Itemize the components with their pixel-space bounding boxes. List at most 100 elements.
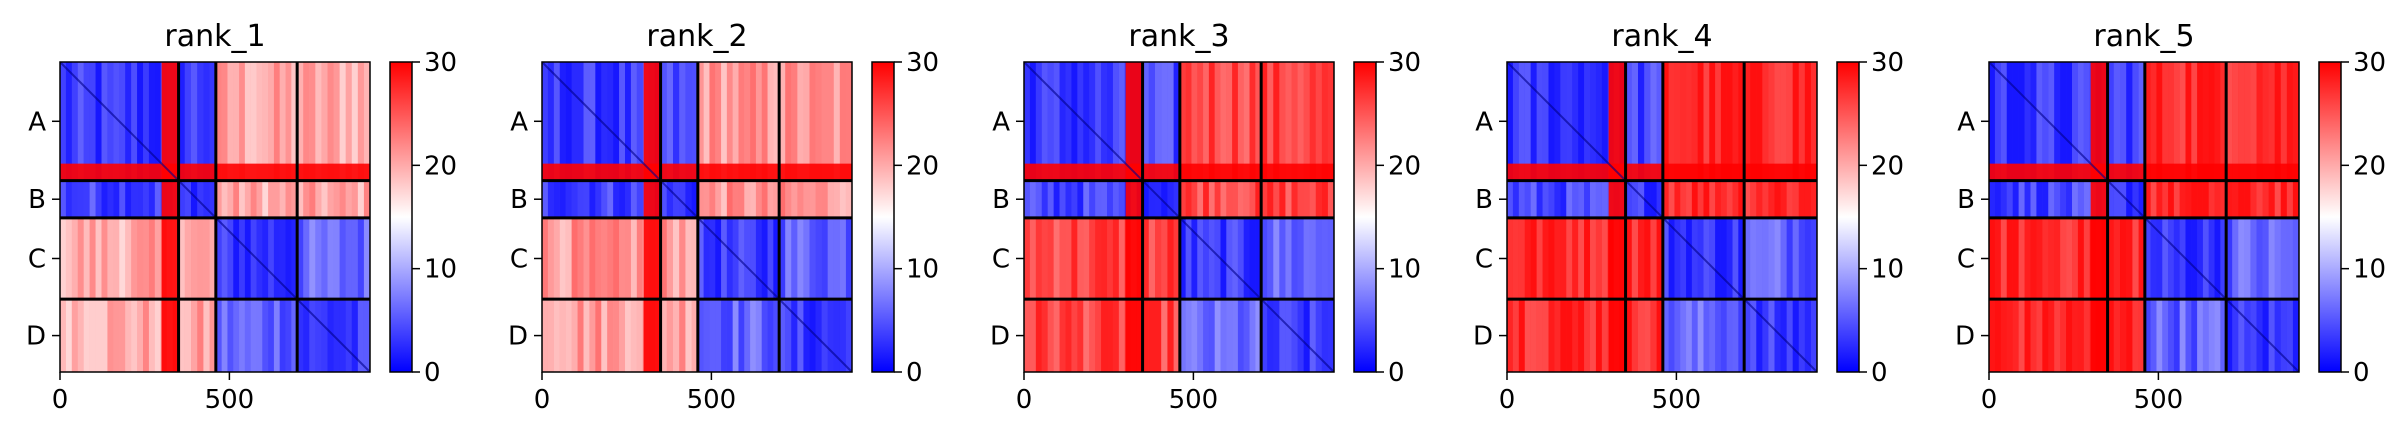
heatmap-cell xyxy=(1548,62,1555,181)
heatmap-cell xyxy=(233,299,240,372)
heatmap-cell xyxy=(613,299,620,372)
heatmap-cell xyxy=(1756,299,1763,372)
heatmap-cell xyxy=(1786,180,1793,218)
heatmap-cell xyxy=(761,217,768,300)
heatmap-cell xyxy=(1650,62,1657,181)
colorbar xyxy=(1353,61,1377,373)
heatmap-cell xyxy=(184,62,192,181)
heatmap-cell xyxy=(2238,180,2245,218)
heatmap-cell xyxy=(1703,62,1710,181)
heatmap-cell xyxy=(715,62,722,181)
heatmap-cell xyxy=(2162,62,2169,181)
heatmap-cell xyxy=(738,180,745,218)
heatmap-cell xyxy=(203,62,210,181)
panel-rank_2: rank_2 A BC D 0 500 0 10 20 30 xyxy=(508,19,939,415)
heatmap-cell xyxy=(1524,217,1531,300)
heatmap-cell xyxy=(607,62,614,181)
heatmap-cell xyxy=(1226,217,1233,300)
heatmap-cell xyxy=(2179,299,2186,372)
heatmap-cell xyxy=(845,180,852,218)
heatmap-cell xyxy=(154,299,161,372)
heatmap-cell xyxy=(1024,62,1030,181)
heatmap-cell xyxy=(1792,299,1799,372)
heatmap-cell xyxy=(2274,62,2281,181)
heatmap-cell xyxy=(1774,299,1781,372)
heatmap-cell xyxy=(1780,180,1787,218)
heatmap-cell xyxy=(738,62,745,181)
heatmap-cell xyxy=(1756,217,1763,300)
heatmap-cell xyxy=(1327,299,1334,372)
heatmap-cell xyxy=(2197,299,2203,372)
heatmap-cell xyxy=(1560,180,1567,218)
heatmap-cell xyxy=(209,62,216,181)
heatmap-cell xyxy=(2126,62,2133,181)
heatmap-cell xyxy=(2138,62,2145,181)
heatmap-cell xyxy=(2150,180,2157,218)
heatmap-cell xyxy=(357,217,364,300)
panel-title: rank_2 xyxy=(646,19,747,54)
heatmap-cell xyxy=(131,299,138,372)
heatmap-cell xyxy=(1554,62,1561,181)
heatmap-cell xyxy=(148,62,155,181)
heatmap-cell xyxy=(1065,217,1072,300)
heatmap-cell xyxy=(1638,217,1645,300)
heatmap-cell xyxy=(1101,62,1108,181)
heatmap-cell xyxy=(1554,180,1561,218)
heatmap-cell xyxy=(351,299,358,372)
heatmap-cell xyxy=(1220,62,1227,181)
heatmap-cell xyxy=(1674,62,1681,181)
heatmap-cell xyxy=(1155,180,1162,218)
heatmap-cell xyxy=(148,180,155,218)
heatmap-cell xyxy=(178,299,185,372)
heatmap-cell xyxy=(1118,217,1125,300)
heatmap-cell xyxy=(125,62,132,181)
heatmap-cell xyxy=(1518,217,1525,300)
heatmap-cell xyxy=(2286,62,2293,181)
heatmap-cell xyxy=(2006,62,2013,181)
heatmap-cell xyxy=(1059,62,1066,181)
heatmap-cell xyxy=(178,62,185,181)
heatmap-cell xyxy=(60,62,66,181)
heatmap-cell xyxy=(2083,62,2090,181)
heatmap-cell xyxy=(1214,180,1221,218)
heatmap-cell xyxy=(291,217,298,300)
heatmap-cell xyxy=(1530,217,1537,300)
heatmap-cell xyxy=(2232,62,2239,181)
heatmap-cell xyxy=(1512,180,1519,218)
heatmap-cell xyxy=(363,217,370,300)
x-tick-label: 0 xyxy=(534,385,551,415)
heatmap-cell xyxy=(845,217,852,300)
heatmap-cell xyxy=(779,299,786,372)
heatmap-cell xyxy=(1071,62,1078,181)
heatmap-cell xyxy=(2066,180,2073,218)
heatmap-cell xyxy=(143,180,149,218)
heatmap-cell xyxy=(2066,299,2073,372)
heatmap-cell xyxy=(1720,299,1727,372)
heatmap-cell xyxy=(2018,299,2025,372)
heatmap-cell xyxy=(233,217,240,300)
heatmap-cell xyxy=(1668,62,1675,181)
heatmap-cell xyxy=(2197,217,2203,300)
heatmap-cell xyxy=(1650,180,1657,218)
heatmap-cell xyxy=(339,299,346,372)
heatmap-cell xyxy=(1237,299,1244,372)
heatmap-cell xyxy=(673,217,680,300)
heatmap-cell xyxy=(601,217,608,300)
y-tick-label: D xyxy=(508,322,528,352)
heatmap-cell xyxy=(595,299,602,372)
heatmap-cell xyxy=(839,62,846,181)
heatmap-cell xyxy=(1715,217,1721,300)
heatmap-cell xyxy=(1726,62,1733,181)
heatmap-cell xyxy=(1697,62,1704,181)
heatmap-cell xyxy=(1750,299,1757,372)
heatmap-cell xyxy=(1024,217,1030,300)
heatmap-cell xyxy=(709,217,716,300)
heatmap-cell xyxy=(1203,217,1209,300)
heatmap-cell xyxy=(738,217,745,300)
y-tick-label: D xyxy=(990,322,1010,352)
heatmap-cell xyxy=(1303,217,1310,300)
heatmap-cell xyxy=(1118,62,1125,181)
colorbar-tick-label: 20 xyxy=(2353,151,2386,181)
heatmap-cell xyxy=(178,180,185,218)
heatmap xyxy=(1023,61,1335,373)
